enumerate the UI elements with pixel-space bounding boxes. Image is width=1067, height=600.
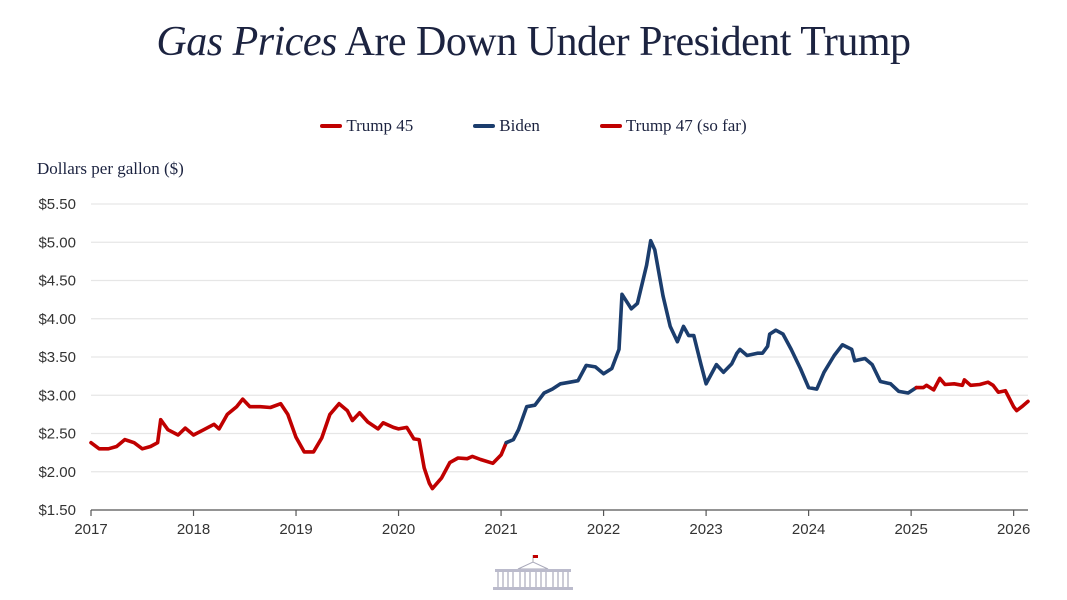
white-house-logo — [493, 555, 573, 590]
x-tick-label: 2025 — [894, 521, 927, 538]
x-tick-label: 2018 — [177, 521, 210, 538]
x-tick-label: 2026 — [997, 521, 1030, 538]
y-tick-label: $2.50 — [38, 426, 76, 443]
y-tick-label: $4.50 — [38, 273, 76, 290]
x-tick-label: 2024 — [792, 521, 825, 538]
x-tick-label: 2020 — [382, 521, 415, 538]
y-tick-label: $1.50 — [38, 502, 76, 519]
y-tick-label: $5.50 — [38, 196, 76, 213]
title-rest: Are Down Under President Trump — [336, 19, 911, 65]
series-line-biden — [504, 238, 919, 445]
legend-item-biden: Biden — [473, 116, 540, 136]
y-tick-label: $3.50 — [38, 349, 76, 366]
chart-title: Gas Prices Are Down Under President Trum… — [0, 18, 1067, 66]
legend-item-trump45: Trump 45 — [320, 116, 413, 136]
x-tick-label: 2021 — [484, 521, 517, 538]
legend-swatch — [320, 124, 343, 128]
legend-label: Trump 47 (so far) — [625, 116, 747, 135]
x-tick-label: 2017 — [74, 521, 107, 538]
legend-item-trump47: Trump 47 (so far) — [599, 116, 747, 136]
series-line-trump-45 — [89, 397, 508, 491]
title-italic: Gas Prices — [156, 19, 337, 65]
y-tick-label: $5.00 — [38, 234, 76, 251]
y-axis-label: Dollars per gallon ($) — [37, 159, 184, 178]
y-tick-label: $3.00 — [38, 387, 76, 404]
legend-label: Biden — [499, 116, 540, 135]
x-tick-label: 2023 — [689, 521, 722, 538]
legend-swatch — [599, 124, 622, 128]
legend: Trump 45 Biden Trump 47 (so far) — [0, 116, 1067, 136]
legend-label: Trump 45 — [346, 116, 414, 135]
x-tick-label: 2019 — [279, 521, 312, 538]
x-tick-label: 2022 — [587, 521, 620, 538]
y-tick-label: $2.00 — [38, 464, 76, 481]
legend-swatch — [473, 124, 496, 128]
series-line-trump-47-so-far — [914, 376, 1030, 413]
y-tick-label: $4.00 — [38, 311, 76, 328]
